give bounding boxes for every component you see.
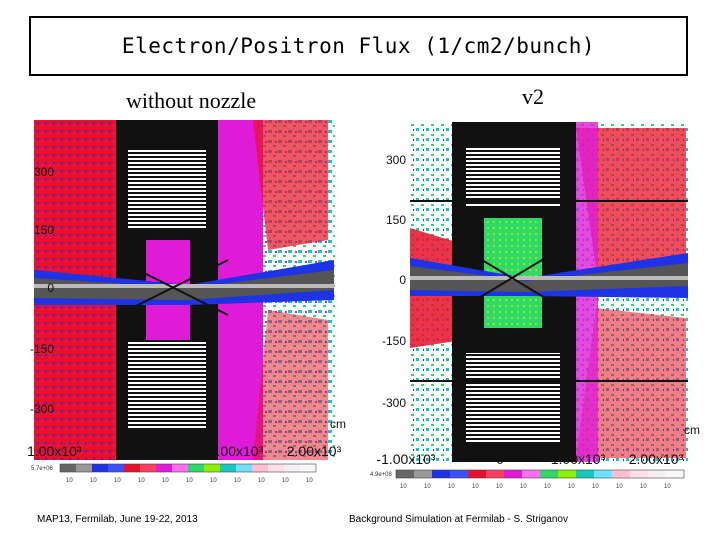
- svg-text:10: 10: [162, 478, 169, 484]
- svg-text:10: 10: [114, 478, 121, 484]
- scale-max: 5.7e+06: [31, 466, 54, 472]
- svg-text:10: 10: [640, 484, 647, 490]
- x-tick: 1.00x10³: [551, 451, 606, 467]
- footer-right: Background Simulation at Fermilab - S. S…: [349, 514, 568, 525]
- svg-text:10: 10: [66, 478, 73, 484]
- y-tick: 300: [34, 165, 54, 179]
- svg-text:10: 10: [90, 478, 97, 484]
- axis-unit: cm: [684, 423, 700, 437]
- x-tick: 2.00x10³: [629, 451, 684, 467]
- panel-label-right: v2: [522, 84, 544, 109]
- svg-text:10: 10: [520, 484, 527, 490]
- svg-text:10: 10: [282, 478, 289, 484]
- flux-map-left: 300 150 0 -150 -300 cm -1.00x10³ 0 1.00x…: [28, 120, 346, 484]
- x-tick: 0: [496, 451, 504, 467]
- x-tick: 0: [155, 443, 163, 459]
- y-tick: -150: [382, 334, 406, 348]
- y-tick: 0: [399, 273, 406, 287]
- y-tick: -300: [30, 402, 54, 416]
- x-tick: -1.00x10³: [376, 451, 435, 467]
- svg-text:10: 10: [568, 484, 575, 490]
- svg-text:10: 10: [138, 478, 145, 484]
- svg-text:10: 10: [306, 478, 313, 484]
- svg-text:10: 10: [472, 484, 479, 490]
- slide-title: Electron/Positron Flux (1/cm2/bunch): [121, 34, 596, 58]
- flux-plot-without-nozzle: 300 150 0 -150 -300 cm -1.00x10³ 0 1.00x…: [28, 120, 358, 492]
- colorbar-left: 5.7e+06 10 10 10 10 10 10 10 10: [31, 463, 317, 484]
- y-axis-right: 300 150 0 -150 -300: [382, 153, 406, 410]
- y-tick: -150: [30, 342, 54, 356]
- x-tick: 2.00x10³: [287, 443, 342, 459]
- svg-text:10: 10: [616, 484, 623, 490]
- flux-map-right: 300 150 0 -150 -300 cm -1.00x10³ 0 1.00x…: [370, 122, 700, 490]
- y-tick: 0: [47, 281, 54, 295]
- x-tick: 1.00x10³: [209, 443, 264, 459]
- y-tick: -300: [382, 396, 406, 410]
- colorbar-right: 4.9e+08 10 10 10 10 10 10 10 10: [370, 469, 685, 490]
- y-tick: 150: [386, 213, 406, 227]
- axis-unit: cm: [330, 417, 346, 431]
- flux-plot-v2: 300 150 0 -150 -300 cm -1.00x10³ 0 1.00x…: [366, 118, 702, 494]
- y-axis-left: 300 150 0 -150 -300: [30, 165, 54, 416]
- footer-left: MAP13, Fermilab, June 19-22, 2013: [37, 514, 198, 525]
- y-tick: 150: [34, 223, 54, 237]
- svg-text:10: 10: [210, 478, 217, 484]
- svg-text:10: 10: [424, 484, 431, 490]
- svg-text:10: 10: [664, 484, 671, 490]
- svg-text:10: 10: [400, 484, 407, 490]
- y-tick: 300: [386, 153, 406, 167]
- x-axis-left: -1.00x10³ 0 1.00x10³ 2.00x10³: [28, 443, 342, 459]
- scale-max: 4.9e+08: [370, 472, 393, 478]
- svg-text:10: 10: [496, 484, 503, 490]
- svg-text:10: 10: [258, 478, 265, 484]
- svg-text:10: 10: [592, 484, 599, 490]
- panel-label-left: without nozzle: [126, 88, 257, 113]
- svg-text:10: 10: [448, 484, 455, 490]
- title-box: Electron/Positron Flux (1/cm2/bunch): [29, 16, 688, 76]
- x-tick: -1.00x10³: [28, 443, 82, 459]
- x-axis-right: -1.00x10³ 0 1.00x10³ 2.00x10³: [376, 451, 683, 467]
- svg-text:10: 10: [234, 478, 241, 484]
- svg-text:10: 10: [544, 484, 551, 490]
- svg-text:10: 10: [186, 478, 193, 484]
